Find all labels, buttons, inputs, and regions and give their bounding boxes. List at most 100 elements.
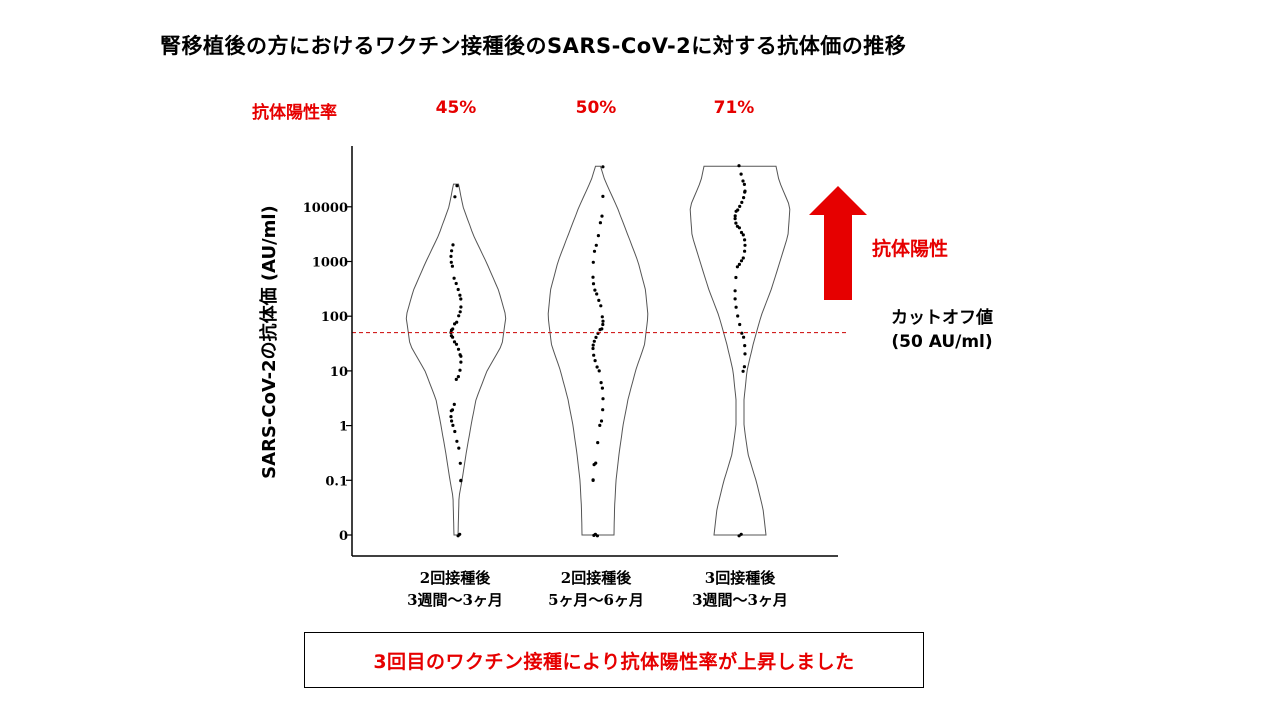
data-point: [742, 365, 747, 369]
data-point: [449, 415, 453, 419]
violin-group-2: [547, 165, 649, 536]
data-point: [591, 260, 595, 264]
data-point: [452, 402, 456, 406]
data-point: [735, 224, 740, 228]
data-point: [591, 275, 595, 279]
data-point: [595, 292, 599, 296]
data-point: [600, 386, 605, 390]
data-point: [458, 353, 462, 357]
y-tick-label: 10000: [303, 201, 348, 216]
axes-layer: 0 0.1 1 10 100 1000 10000: [303, 146, 838, 557]
data-point: [455, 439, 459, 443]
antibody-positive-label: 抗体陽性: [872, 238, 949, 260]
data-point: [595, 365, 599, 369]
data-point: [449, 254, 453, 258]
data-point: [594, 461, 598, 465]
y-tick-label: 1000: [312, 256, 348, 271]
category-label-line2: 3週間〜3ヶ月: [692, 591, 788, 609]
y-tick-label: 1: [339, 420, 348, 435]
cutoff-label-title: カットオフ値: [891, 308, 993, 328]
data-point: [453, 429, 457, 434]
data-point: [456, 287, 460, 292]
data-point: [452, 340, 457, 344]
y-axis-label: SARS-CoV-2の抗体価 (AU/ml): [259, 205, 280, 479]
data-point: [455, 320, 459, 324]
data-point: [592, 339, 596, 343]
data-point: [737, 164, 741, 168]
data-point: [459, 360, 463, 364]
data-point: [739, 230, 744, 235]
data-point: [450, 249, 454, 253]
category-label-line2: 3週間〜3ヶ月: [407, 591, 503, 609]
data-point: [741, 233, 745, 237]
data-point: [454, 342, 459, 346]
data-point: [601, 194, 605, 198]
data-point: [593, 359, 597, 363]
category-label-line1: 3回接種後: [704, 569, 776, 587]
category-label-group-3: 3回接種後 3週間〜3ヶ月: [670, 567, 810, 611]
data-point: [743, 189, 747, 193]
data-point: [592, 533, 596, 538]
data-point: [601, 408, 605, 412]
data-point: [449, 334, 453, 338]
data-point: [739, 172, 743, 176]
data-point: [742, 196, 746, 200]
data-point: [594, 335, 598, 339]
category-label-group-2: 2回接種後 5ヶ月〜6ヶ月: [526, 567, 666, 611]
data-point: [451, 423, 455, 427]
violin-layer: [405, 165, 791, 536]
data-point: [599, 304, 603, 308]
data-point: [456, 375, 460, 379]
data-point: [450, 264, 454, 268]
data-point: [592, 249, 597, 253]
data-point: [739, 532, 743, 536]
positivity-rate-group-1: 45%: [435, 98, 477, 118]
data-point: [600, 214, 604, 218]
data-point: [600, 315, 604, 319]
violin-group-3: [689, 165, 791, 536]
data-point: [458, 293, 462, 297]
category-label-line1: 2回接種後: [419, 569, 491, 587]
data-point: [594, 243, 598, 247]
data-point: [736, 314, 740, 318]
data-point: [739, 259, 744, 263]
up-arrow-icon: [809, 186, 867, 300]
data-point: [598, 221, 603, 225]
data-point: [455, 184, 459, 188]
summary-message: 3回目のワクチン接種により抗体陽性率が上昇しました: [304, 632, 924, 688]
data-point: [599, 381, 603, 385]
data-point: [738, 204, 742, 208]
data-point: [450, 419, 454, 423]
data-point: [458, 461, 462, 465]
data-point: [596, 441, 600, 445]
data-point: [591, 478, 595, 482]
data-point: [741, 179, 745, 183]
data-point: [740, 331, 744, 335]
category-label-group-1: 2回接種後 3週間〜3ヶ月: [385, 567, 525, 611]
data-point: [737, 262, 742, 266]
data-point: [734, 221, 738, 225]
data-point: [601, 322, 605, 327]
data-point: [458, 532, 462, 536]
data-point: [736, 208, 740, 212]
data-point: [451, 243, 455, 247]
data-point: [733, 289, 737, 293]
violin-group-1: [405, 183, 507, 536]
category-label-line1: 2回接種後: [560, 569, 632, 587]
positivity-rate-label: 抗体陽性率: [252, 103, 337, 123]
data-point: [451, 327, 455, 331]
data-point: [742, 335, 746, 339]
data-point: [734, 305, 738, 309]
cutoff-label: カットオフ値 (50 AU/ml): [862, 306, 1022, 354]
data-point: [597, 298, 601, 302]
data-point: [599, 419, 604, 423]
data-point: [743, 243, 747, 247]
y-tick-label: 100: [321, 310, 348, 325]
data-point: [740, 200, 744, 204]
data-point: [733, 217, 737, 221]
data-point: [733, 297, 737, 301]
data-point: [733, 214, 737, 218]
data-point: [449, 260, 453, 264]
data-point: [593, 288, 597, 292]
